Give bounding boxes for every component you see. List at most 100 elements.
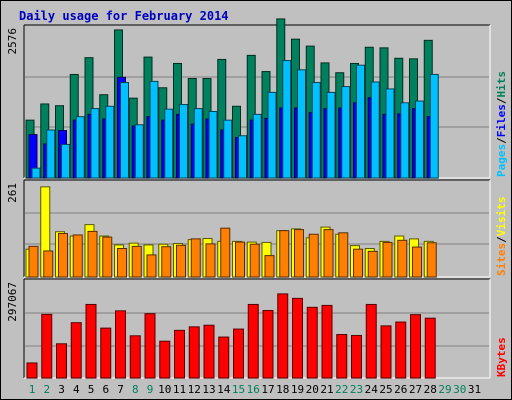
day-label-16: 16: [247, 383, 260, 396]
bar-pages-day-15: [238, 135, 247, 179]
legend: Pages/Files/Hits: [495, 71, 508, 177]
bar-sites-day-21: [323, 229, 334, 278]
day-label-26: 26: [394, 383, 407, 396]
bar-kbytes-day-3: [56, 343, 67, 379]
bar-kbytes-day-18: [277, 293, 289, 379]
bar-pages-day-25: [385, 88, 395, 179]
day-label-28: 28: [424, 383, 437, 396]
bar-kbytes-day-14: [218, 336, 230, 379]
bar-pages-day-23: [356, 64, 365, 179]
day-label-29: 29: [438, 383, 451, 396]
bar-sites-day-28: [426, 242, 437, 278]
bar-pages-day-7: [120, 82, 129, 179]
bar-sites-day-2: [43, 250, 54, 278]
bar-sites-day-18: [279, 230, 290, 278]
bar-sites-day-6: [102, 236, 113, 278]
bar-sites-day-12: [190, 238, 201, 278]
day-label-14: 14: [217, 383, 231, 396]
bar-kbytes-day-1: [26, 362, 38, 379]
scale-label: 297067: [6, 282, 19, 322]
day-label-24: 24: [365, 383, 379, 396]
bar-sites-day-10: [161, 246, 172, 278]
legend-entry: Visits: [495, 197, 508, 237]
bar-kbytes-day-23: [351, 334, 362, 379]
legend-entry: /: [495, 236, 508, 243]
chart-title: Daily usage for February 2014: [19, 9, 229, 23]
bar-sites-day-15: [235, 241, 245, 278]
bar-kbytes-day-7: [115, 310, 126, 379]
bar-pages-day-6: [105, 105, 115, 179]
day-label-19: 19: [291, 383, 304, 396]
scale-label: 261: [6, 183, 19, 203]
bar-pages-day-17: [267, 91, 277, 179]
day-label-30: 30: [453, 383, 466, 396]
bar-pages-day-18: [282, 60, 292, 179]
panel-kbytes: 297067 KBytes: [6, 278, 508, 379]
legend-entry: /: [495, 97, 508, 104]
bar-sites-day-27: [412, 246, 422, 278]
day-label-9: 9: [147, 383, 154, 396]
bar-kbytes-day-10: [159, 340, 171, 379]
bar-sites-day-16: [249, 243, 260, 278]
bar-sites-day-8: [131, 245, 142, 278]
bar-pages-day-3: [61, 143, 70, 179]
bar-kbytes-day-20: [306, 306, 318, 379]
bar-kbytes-day-22: [336, 334, 348, 379]
day-label-5: 5: [88, 383, 95, 396]
bar-pages-day-5: [90, 108, 100, 179]
bar-pages-day-8: [134, 124, 144, 179]
day-label-17: 17: [261, 383, 274, 396]
bar-kbytes-day-5: [85, 303, 97, 379]
bar-sites-day-23: [353, 248, 363, 278]
bar-sites-day-7: [117, 247, 127, 278]
bar-kbytes-day-21: [321, 304, 333, 379]
bar-kbytes-day-9: [144, 313, 156, 379]
bar-pages-day-27: [415, 100, 424, 179]
bar-sites-day-20: [308, 233, 319, 278]
legend-entry: KBytes: [495, 337, 508, 377]
legend-entry: Files: [495, 104, 508, 137]
day-label-21: 21: [320, 383, 333, 396]
bar-sites-day-9: [146, 254, 157, 278]
bar-pages-day-2: [46, 129, 56, 179]
bar-kbytes-day-27: [410, 314, 421, 379]
bar-pages-day-24: [370, 81, 380, 179]
bar-sites-day-24: [367, 250, 378, 278]
day-label-25: 25: [379, 383, 392, 396]
legend: KBytes: [495, 337, 508, 377]
bar-pages-day-4: [75, 116, 85, 179]
day-label-23: 23: [350, 383, 363, 396]
bar-pages-day-11: [179, 104, 188, 179]
bar-kbytes-day-26: [395, 321, 407, 379]
bar-kbytes-day-12: [188, 326, 200, 379]
bar-sites-day-25: [382, 241, 393, 278]
legend: Sites/Visits: [495, 197, 508, 277]
day-label-15: 15: [232, 383, 245, 396]
bar-kbytes-day-11: [174, 329, 185, 379]
bar-sites-day-4: [72, 234, 83, 278]
bar-pages-day-14: [223, 119, 233, 179]
bar-sites-day-11: [176, 244, 186, 278]
bar-sites-day-1: [28, 245, 39, 278]
day-label-11: 11: [173, 383, 186, 396]
bar-kbytes-day-4: [70, 322, 82, 379]
bar-pages-day-1: [31, 167, 41, 179]
bar-pages-day-22: [341, 86, 351, 179]
bar-pages-day-26: [400, 102, 410, 179]
bar-sites-day-22: [338, 232, 349, 278]
panel-visits_sites: 261 Sites/Visits: [6, 179, 508, 278]
bar-pages-day-28: [429, 73, 439, 179]
day-label-31: 31: [468, 383, 481, 396]
bar-kbytes-day-13: [203, 324, 215, 379]
bar-sites-day-13: [205, 243, 216, 278]
day-label-22: 22: [335, 383, 348, 396]
bar-sites-day-5: [87, 230, 98, 278]
bar-kbytes-day-2: [41, 313, 53, 379]
day-label-8: 8: [132, 383, 139, 396]
day-label-27: 27: [409, 383, 422, 396]
day-label-7: 7: [117, 383, 124, 396]
bar-pages-day-9: [149, 80, 159, 179]
bar-pages-day-19: [297, 69, 306, 179]
